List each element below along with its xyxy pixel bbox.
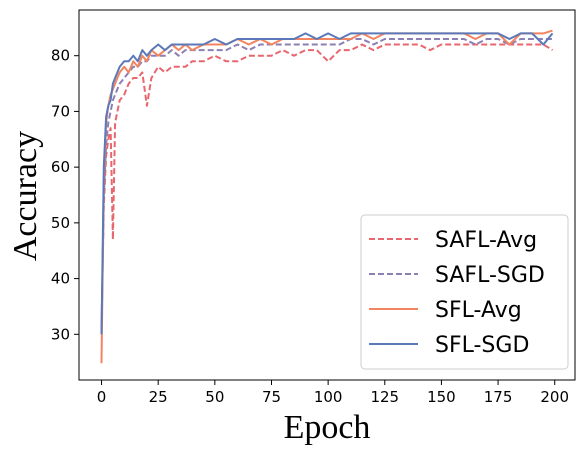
x-tick-label: 50	[205, 388, 224, 406]
y-tick-label: 40	[51, 270, 70, 288]
legend-box	[360, 214, 569, 370]
series-line-2	[100, 38, 553, 335]
series-line-4	[100, 32, 554, 335]
x-tick-label: 75	[262, 388, 281, 406]
y-tick-label: 70	[51, 102, 70, 120]
series-lines	[100, 29, 554, 364]
x-axis-label: Epoch	[284, 409, 371, 446]
x-tick-label: 175	[484, 388, 513, 406]
series-line-1	[100, 43, 554, 329]
x-tick-label: 25	[149, 388, 168, 406]
y-axis-label: Accuracy	[7, 131, 44, 261]
legend-label-2: SAFL-SGD	[435, 263, 545, 288]
y-tick-label: 60	[51, 158, 70, 176]
legend-label-4: SFL-SGD	[435, 333, 529, 358]
x-tick-label: 125	[370, 388, 399, 406]
y-tick-label: 50	[51, 214, 70, 232]
x-tick-label: 100	[314, 388, 343, 406]
plot-frame	[78, 9, 576, 381]
legend-label-1: SAFL-Avg	[435, 228, 537, 253]
legend-label-3: SFL-Avg	[435, 298, 522, 323]
x-tick-label: 200	[540, 388, 569, 406]
y-tick-label: 80	[51, 47, 70, 65]
x-tick-label: 0	[97, 388, 107, 406]
x-tick-label: 150	[427, 388, 456, 406]
y-axis-ticks: 30 40 50 60 70 80	[51, 47, 79, 343]
legend: SAFL-Avg SAFL-SGD SFL-Avg SFL-SGD	[360, 214, 569, 370]
y-tick-label: 30	[51, 325, 70, 343]
x-axis-ticks: 0 25 50 75 100 125 150 175 200	[97, 380, 569, 406]
